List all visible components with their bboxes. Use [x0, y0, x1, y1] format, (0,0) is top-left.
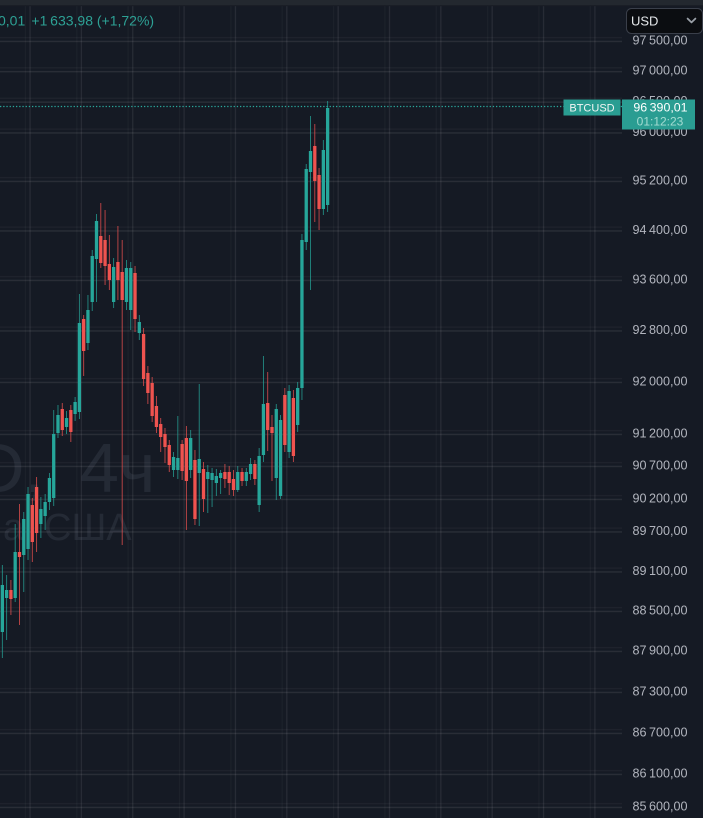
svg-text:88 500,00: 88 500,00 — [632, 603, 687, 617]
svg-text:93 600,00: 93 600,00 — [632, 272, 687, 286]
svg-text:90 700,00: 90 700,00 — [632, 458, 687, 472]
svg-text:4ч: 4ч — [80, 429, 155, 507]
svg-text:92 000,00: 92 000,00 — [632, 374, 687, 388]
svg-text:85 600,00: 85 600,00 — [632, 799, 687, 813]
svg-text:96 390,01: 96 390,01 — [633, 101, 687, 115]
svg-text:BTCUSD: BTCUSD — [569, 102, 614, 114]
svg-text:а: а — [3, 507, 25, 549]
svg-text:USD: USD — [631, 13, 658, 28]
svg-text:94 400,00: 94 400,00 — [632, 223, 687, 237]
svg-text:87 300,00: 87 300,00 — [632, 684, 687, 698]
svg-text:США: США — [44, 507, 132, 549]
svg-text:86 100,00: 86 100,00 — [632, 766, 687, 780]
svg-text:89 700,00: 89 700,00 — [632, 524, 687, 538]
svg-text:97 500,00: 97 500,00 — [632, 33, 687, 47]
svg-text:0,01: 0,01 — [0, 12, 25, 28]
svg-text:95 200,00: 95 200,00 — [632, 173, 687, 187]
svg-text:92 800,00: 92 800,00 — [632, 323, 687, 337]
svg-text:91 200,00: 91 200,00 — [632, 426, 687, 440]
svg-text:01:12:23: 01:12:23 — [637, 115, 684, 129]
svg-text:97 000,00: 97 000,00 — [632, 64, 687, 78]
svg-text:+1 633,98 (+1,72%): +1 633,98 (+1,72%) — [31, 12, 154, 28]
svg-text:86 700,00: 86 700,00 — [632, 725, 687, 739]
svg-text:90 200,00: 90 200,00 — [632, 491, 687, 505]
svg-text:89 100,00: 89 100,00 — [632, 564, 687, 578]
svg-text:87 900,00: 87 900,00 — [632, 643, 687, 657]
